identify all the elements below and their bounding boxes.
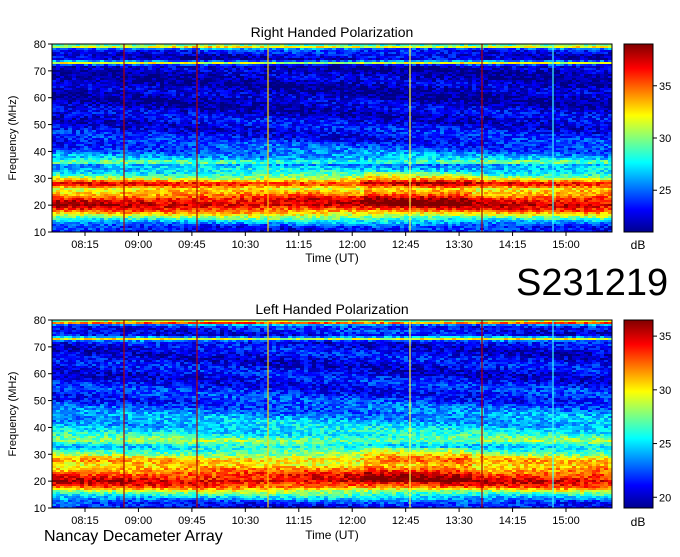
panel-right-handed: Right Handed Polarization 10203040506070… <box>7 24 671 265</box>
panel-title: Right Handed Polarization <box>251 24 414 40</box>
spectrogram-area <box>52 44 612 232</box>
